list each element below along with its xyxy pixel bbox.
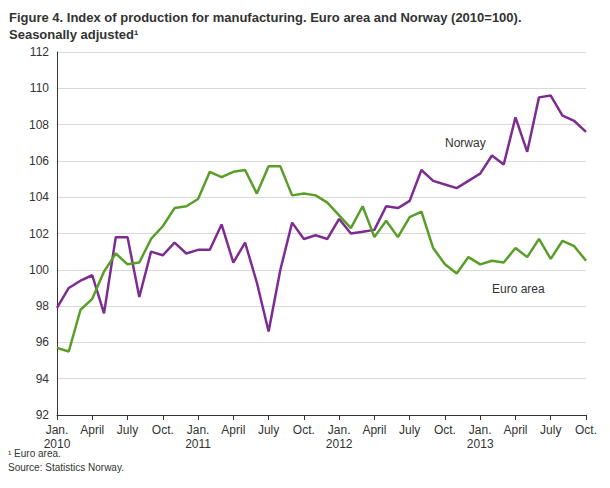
svg-text:92: 92 xyxy=(36,408,50,422)
svg-text:July: July xyxy=(258,423,279,437)
svg-text:Seasonally adjusted¹: Seasonally adjusted¹ xyxy=(9,27,138,42)
svg-text:¹ Euro area.: ¹ Euro area. xyxy=(8,447,61,459)
svg-text:Oct.: Oct. xyxy=(575,423,597,437)
svg-text:108: 108 xyxy=(29,118,49,132)
svg-text:April: April xyxy=(80,423,104,437)
svg-text:Jan.: Jan. xyxy=(469,423,492,437)
svg-text:Oct.: Oct. xyxy=(152,423,174,437)
svg-text:July: July xyxy=(399,423,420,437)
svg-text:104: 104 xyxy=(29,190,49,204)
svg-text:106: 106 xyxy=(29,154,49,168)
svg-text:July: July xyxy=(540,423,561,437)
svg-text:Oct.: Oct. xyxy=(293,423,315,437)
svg-text:Jan.: Jan. xyxy=(46,423,69,437)
svg-text:Jan.: Jan. xyxy=(187,423,210,437)
svg-text:July: July xyxy=(117,423,138,437)
svg-text:2013: 2013 xyxy=(467,437,494,451)
svg-text:96: 96 xyxy=(36,335,50,349)
svg-text:April: April xyxy=(221,423,245,437)
svg-text:Figure 4. Index of production: Figure 4. Index of production for manufa… xyxy=(9,10,525,25)
svg-text:2011: 2011 xyxy=(185,437,211,451)
svg-text:112: 112 xyxy=(30,45,49,59)
svg-text:Euro area: Euro area xyxy=(492,282,545,296)
svg-text:Norway: Norway xyxy=(445,136,486,150)
svg-text:100: 100 xyxy=(29,263,49,277)
svg-text:2010: 2010 xyxy=(44,437,71,451)
svg-text:April: April xyxy=(503,423,527,437)
svg-text:94: 94 xyxy=(36,372,50,386)
svg-text:2012: 2012 xyxy=(326,437,353,451)
svg-text:Oct.: Oct. xyxy=(434,423,456,437)
svg-text:April: April xyxy=(362,423,386,437)
svg-text:98: 98 xyxy=(36,299,50,313)
svg-text:110: 110 xyxy=(30,81,49,95)
svg-text:Source: Statistics Norway.: Source: Statistics Norway. xyxy=(8,462,124,473)
svg-text:102: 102 xyxy=(29,227,49,241)
svg-text:Jan.: Jan. xyxy=(328,423,351,437)
